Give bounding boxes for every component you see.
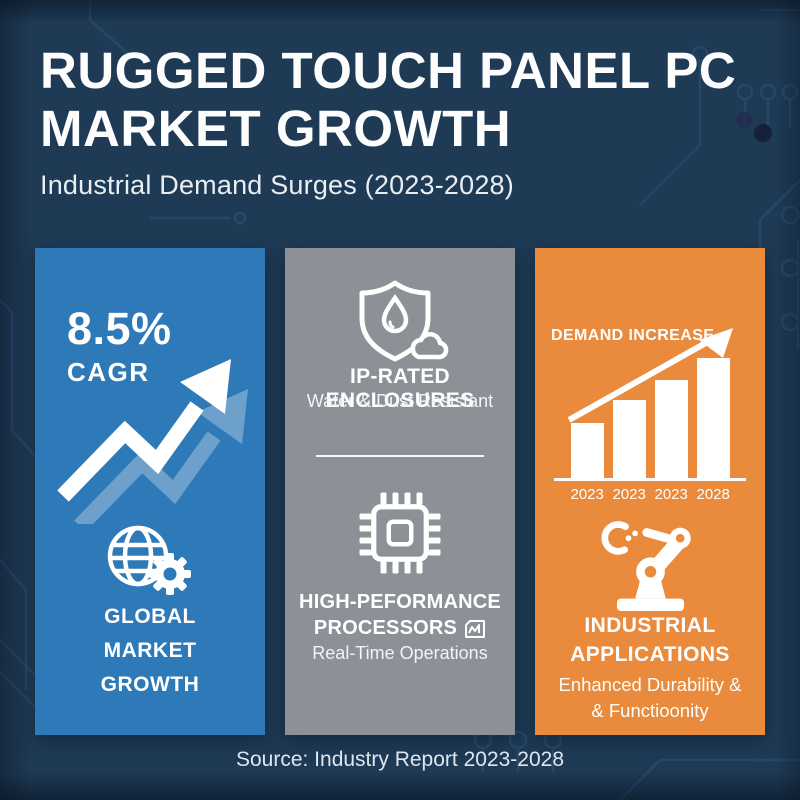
panel-industrial-applications: DEMAND INCREASE 2023 2023 2023 2028 — [535, 248, 765, 735]
demand-bar — [570, 423, 604, 478]
industrial-subcaption-line-2: & Functioonity — [591, 700, 709, 722]
market-caption: GLOBAL MARKET GROWTH — [35, 600, 265, 702]
demand-bar-label: 2023 — [570, 486, 604, 503]
cpu-chip-icon — [359, 492, 441, 574]
processors-title: HIGH-PEFORMANCE PROCESSORS — [285, 589, 515, 642]
industrial-caption-line-1: INDUSTRIAL — [584, 614, 716, 637]
chart-baseline — [554, 478, 746, 481]
zigzag-up-arrow-icon — [57, 359, 248, 524]
dark-dot-decoration — [736, 112, 772, 142]
processors-title-line-2: PROCESSORS — [313, 617, 458, 640]
shield-droplet-icon — [359, 280, 449, 362]
processors-subtitle: Real-Time Operations — [312, 643, 488, 663]
mini-chart-icon — [465, 619, 486, 638]
panel-market-growth: 8.5% CAGR — [35, 248, 265, 735]
demand-bar-label: 2023 — [612, 486, 646, 503]
page-subtitle: Industrial Demand Surges (2023-2028) — [40, 170, 514, 201]
industrial-caption-line-2: APPLICATIONS — [570, 642, 730, 666]
industrial-subcaption: Enhanced Durability & & Functioonity — [535, 672, 765, 725]
title-line-2: MARKET GROWTH — [40, 99, 512, 157]
panel-row: 8.5% CAGR — [35, 248, 765, 735]
panel-enclosures-processors: IP-RATED ENCLOSURES Water & Dust Resista… — [285, 248, 515, 735]
enclosures-subtitle: Water & Dust Resistant — [306, 391, 494, 411]
title-line-1: RUGGED TOUCH PANEL PC — [40, 42, 737, 99]
market-caption-line: GROWTH — [100, 673, 200, 697]
demand-bar-label: 2028 — [696, 486, 730, 503]
header: RUGGED TOUCH PANEL PC MARKET GROWTH Indu… — [40, 42, 736, 201]
industrial-subcaption-line-1: Enhanced Durability & — [558, 674, 742, 695]
market-caption-line: MARKET — [103, 639, 197, 663]
globe-gear-icon — [107, 525, 191, 595]
divider — [316, 455, 484, 457]
source-note: Source: Industry Report 2023-2028 — [235, 748, 565, 771]
diagonal-up-arrow-icon — [567, 328, 733, 423]
demand-bar-label: 2023 — [654, 486, 688, 503]
page-title: RUGGED TOUCH PANEL PC MARKET GROWTH — [40, 42, 736, 157]
robot-arm-icon — [600, 521, 691, 612]
industrial-caption: INDUSTRIAL APPLICATIONS — [535, 612, 765, 670]
demand-bar-labels: 2023 2023 2023 2028 — [554, 486, 746, 503]
processors-title-line-1: HIGH-PEFORMANCE — [299, 591, 501, 613]
market-caption-line: GLOBAL — [104, 605, 196, 628]
